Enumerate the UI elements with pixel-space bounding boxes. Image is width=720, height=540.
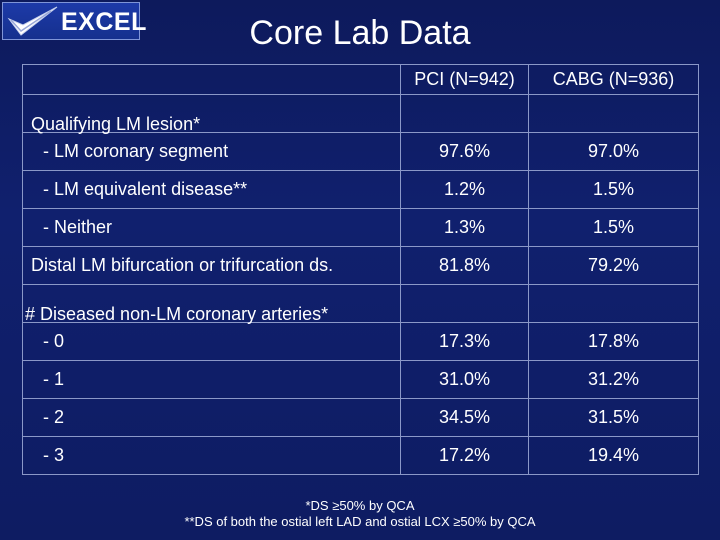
pci-value: 17.3% (400, 322, 529, 361)
table-row: # Diseased non-LM coronary arteries* (22, 284, 699, 324)
row-label-text: Qualifying LM lesion* (31, 113, 201, 134)
row-label: Qualifying LM lesion* (22, 94, 401, 134)
pci-value: 17.2% (400, 436, 529, 475)
pci-value: 1.3% (400, 208, 529, 247)
cabg-value: 31.5% (528, 398, 699, 437)
excel-logo: EXCEL (2, 2, 146, 40)
footnote-ds: *DS ≥50% by QCA (305, 498, 415, 513)
pci-value: 1.2% (400, 170, 529, 209)
row-label: # Diseased non-LM coronary arteries* (22, 284, 401, 324)
row-label: - 1 (22, 360, 401, 399)
pci-value (400, 284, 529, 323)
row-label: - LM equivalent disease** (22, 170, 401, 209)
table-row: Qualifying LM lesion* (22, 94, 699, 134)
row-label: - 2 (22, 398, 401, 437)
header-cabg: CABG (N=936) (528, 64, 699, 95)
table-row: - Neither 1.3% 1.5% (22, 208, 699, 247)
pci-value (400, 94, 529, 133)
table-row: Distal LM bifurcation or trifurcation ds… (22, 246, 699, 285)
pci-value: 81.8% (400, 246, 529, 285)
table-row: - LM coronary segment 97.6% 97.0% (22, 132, 699, 171)
pci-value: 34.5% (400, 398, 529, 437)
table-row: - 0 17.3% 17.8% (22, 322, 699, 361)
core-lab-table: PCI (N=942) CABG (N=936) Qualifying LM l… (22, 64, 699, 475)
cabg-value: 19.4% (528, 436, 699, 475)
cabg-value: 1.5% (528, 170, 699, 209)
row-label: - LM coronary segment (22, 132, 401, 171)
pci-value: 31.0% (400, 360, 529, 399)
row-label-text: # Diseased non-LM coronary arteries* (25, 303, 329, 324)
cabg-value (528, 284, 699, 323)
table-row: - 2 34.5% 31.5% (22, 398, 699, 437)
row-label: - Neither (22, 208, 401, 247)
cabg-value: 1.5% (528, 208, 699, 247)
row-label: - 3 (22, 436, 401, 475)
checkmark-icon (7, 6, 58, 36)
row-label: Distal LM bifurcation or trifurcation ds… (22, 246, 401, 285)
page-title: Core Lab Data (0, 14, 720, 53)
cabg-value: 97.0% (528, 132, 699, 171)
footnote-ostial: **DS of both the ostial left LAD and ost… (184, 514, 536, 529)
table-row: - 3 17.2% 19.4% (22, 436, 699, 475)
page-title-text: Core Lab Data (249, 14, 471, 52)
cabg-value (528, 94, 699, 133)
cabg-value: 17.8% (528, 322, 699, 361)
logo-text: EXCEL (61, 8, 147, 36)
table-row: - 1 31.0% 31.2% (22, 360, 699, 399)
table-row: - LM equivalent disease** 1.2% 1.5% (22, 170, 699, 209)
header-empty-cell (22, 64, 401, 95)
cabg-value: 31.2% (528, 360, 699, 399)
cabg-value: 79.2% (528, 246, 699, 285)
row-label: - 0 (22, 322, 401, 361)
table-header-row: PCI (N=942) CABG (N=936) (22, 64, 699, 95)
header-pci: PCI (N=942) (400, 64, 529, 95)
pci-value: 97.6% (400, 132, 529, 171)
